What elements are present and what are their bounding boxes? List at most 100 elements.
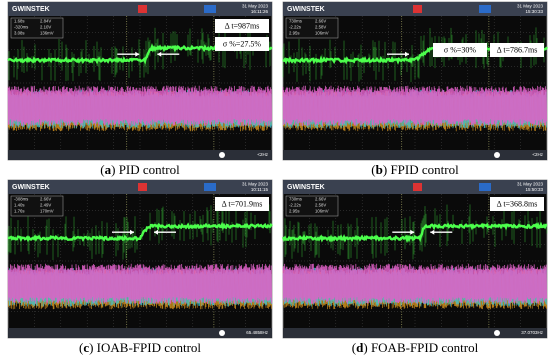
noise-band	[282, 263, 548, 304]
readout: 2.66V	[315, 19, 326, 24]
arrow-head	[430, 229, 435, 235]
signal-trace	[7, 221, 273, 243]
brand: GWINSTEK	[12, 6, 50, 13]
readout: 2.58V	[315, 25, 326, 30]
run-indicator	[138, 5, 147, 13]
annotation: σ %=30%	[444, 45, 476, 54]
caption: (c) IOAB-FPID control	[79, 340, 201, 355]
annotation-box	[490, 197, 544, 211]
caption: (b) FPID control	[371, 162, 459, 177]
status-bar	[8, 328, 272, 338]
annotation-box	[433, 43, 487, 57]
status: 65.4858Hz	[246, 330, 269, 335]
caption-text: ) FPID control	[383, 162, 459, 177]
readout-box	[285, 195, 339, 217]
run-indicator	[413, 5, 422, 13]
arrow-head	[135, 51, 140, 57]
trigger-indicator	[204, 183, 216, 191]
status-bar	[283, 328, 547, 338]
status: <2Hz	[532, 152, 543, 157]
readout: 2.66V	[40, 197, 51, 202]
caption-letter: d	[356, 340, 364, 355]
noise-band	[7, 263, 273, 304]
trigger-indicator	[479, 5, 491, 13]
caption: (a) PID control	[100, 162, 180, 177]
run-indicator	[138, 183, 147, 191]
readout: 106mV	[315, 209, 329, 214]
run-indicator	[413, 183, 422, 191]
annotation-box	[490, 43, 544, 57]
signal-trace	[281, 221, 548, 244]
status-icon	[494, 152, 500, 158]
caption-open: (	[371, 162, 375, 177]
readout: 1.76s	[14, 209, 25, 214]
readout-box	[10, 17, 64, 39]
status-icon	[219, 152, 225, 158]
status: 37.0703Hz	[521, 330, 544, 335]
readout: 3.08s	[14, 31, 25, 36]
trigger-indicator	[204, 5, 216, 13]
caption: (d) FOAB-FPID control	[352, 340, 479, 355]
caption-text: ) IOAB-FPID control	[89, 340, 201, 355]
annotation-box	[215, 19, 269, 33]
readout: -2.22s	[289, 203, 301, 208]
annotation: Δ t=701.9ms	[222, 199, 263, 208]
time: 15:30:33	[525, 9, 543, 14]
date: 31 May 2023	[242, 182, 269, 187]
readout: 1.68s	[14, 19, 25, 24]
time: 15:50:33	[525, 187, 543, 192]
trigger-indicator	[479, 183, 491, 191]
readout: -308ms	[14, 197, 28, 202]
caption-open: (	[352, 340, 356, 355]
arrow-head	[130, 229, 134, 235]
readout: 2.10V	[40, 25, 51, 30]
readout: -320ms	[14, 25, 28, 30]
caption-text: ) FOAB-FPID control	[363, 340, 478, 355]
caption-letter: c	[83, 340, 89, 355]
date: 31 May 2023	[517, 4, 544, 9]
time: 10:11:15	[251, 187, 269, 192]
date: 31 May 2023	[517, 182, 544, 187]
status-bar	[8, 150, 272, 160]
readout: 136mV	[40, 31, 54, 36]
readout: 2.49V	[40, 203, 51, 208]
readout-box	[10, 195, 64, 217]
annotation-box	[215, 197, 269, 211]
arrow-head	[157, 51, 162, 57]
readout: 106mV	[315, 31, 329, 36]
readout-box	[285, 17, 339, 39]
caption-text: ) PID control	[111, 162, 180, 177]
brand: GWINSTEK	[287, 6, 325, 13]
readout: 170mV	[40, 209, 54, 214]
readout: 2.66V	[315, 197, 326, 202]
readout: 730ms	[289, 19, 302, 24]
annotation-box	[215, 37, 269, 51]
brand: GWINSTEK	[12, 184, 50, 191]
readout: 2.84V	[40, 19, 51, 24]
readout: 2.58V	[315, 203, 326, 208]
arrow-head	[410, 229, 415, 235]
annotation: Δ t=987ms	[225, 21, 260, 30]
status: <2Hz	[257, 152, 268, 157]
caption-letter: b	[376, 162, 383, 177]
annotation: Δ t=786.7ms	[497, 45, 538, 54]
brand: GWINSTEK	[287, 184, 325, 191]
noise-band	[7, 85, 273, 126]
noise-band	[282, 85, 548, 126]
readout: 1.40s	[14, 203, 25, 208]
caption-open: (	[79, 340, 83, 355]
readout: 2.95s	[289, 209, 300, 214]
caption-open: (	[100, 162, 104, 177]
readout: -2.22s	[289, 25, 301, 30]
status-icon	[494, 330, 500, 336]
date: 31 May 2023	[242, 4, 269, 9]
status-icon	[219, 330, 225, 336]
readout: 730ms	[289, 197, 302, 202]
annotation: Δ t=368.8ms	[497, 199, 538, 208]
